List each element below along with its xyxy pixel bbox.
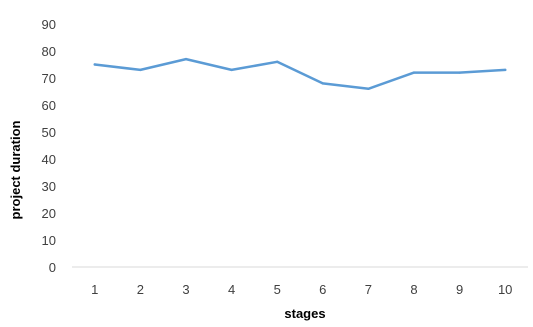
x-tick-label: 1 <box>91 282 98 297</box>
data-point <box>139 68 142 72</box>
y-tick-label: 80 <box>42 44 56 59</box>
y-tick-label: 50 <box>42 125 56 140</box>
data-point <box>458 71 461 74</box>
series-line <box>93 57 507 91</box>
data-point <box>184 57 188 61</box>
x-tick-label: 3 <box>182 282 189 297</box>
x-tick-label: 4 <box>228 282 235 297</box>
data-point <box>93 63 97 66</box>
x-tick-label: 8 <box>410 282 417 297</box>
x-axis-ticks: 1 2 3 4 5 6 7 8 9 10 <box>91 282 512 297</box>
x-tick-label: 2 <box>137 282 144 297</box>
data-point <box>504 68 507 72</box>
x-axis-title: stages <box>284 306 325 321</box>
y-tick-label: 20 <box>42 206 56 221</box>
y-tick-label: 40 <box>42 152 56 167</box>
x-tick-label: 7 <box>365 282 372 297</box>
data-point <box>230 68 233 72</box>
y-axis-ticks: 0 10 20 30 40 50 60 70 80 90 <box>42 17 56 275</box>
data-point <box>367 87 370 91</box>
x-tick-label: 10 <box>498 282 512 297</box>
x-tick-label: 6 <box>319 282 326 297</box>
y-tick-label: 90 <box>42 17 56 32</box>
x-tick-label: 5 <box>274 282 281 297</box>
data-point <box>412 71 416 74</box>
y-axis-title: project duration <box>8 120 23 219</box>
series-group <box>93 57 507 91</box>
y-tick-label: 70 <box>42 71 56 86</box>
y-tick-label: 10 <box>42 233 56 248</box>
y-tick-label: 60 <box>42 98 56 113</box>
y-tick-label: 0 <box>49 260 56 275</box>
y-tick-label: 30 <box>42 179 56 194</box>
data-point <box>321 82 324 85</box>
x-tick-label: 9 <box>456 282 463 297</box>
data-point <box>276 60 279 63</box>
